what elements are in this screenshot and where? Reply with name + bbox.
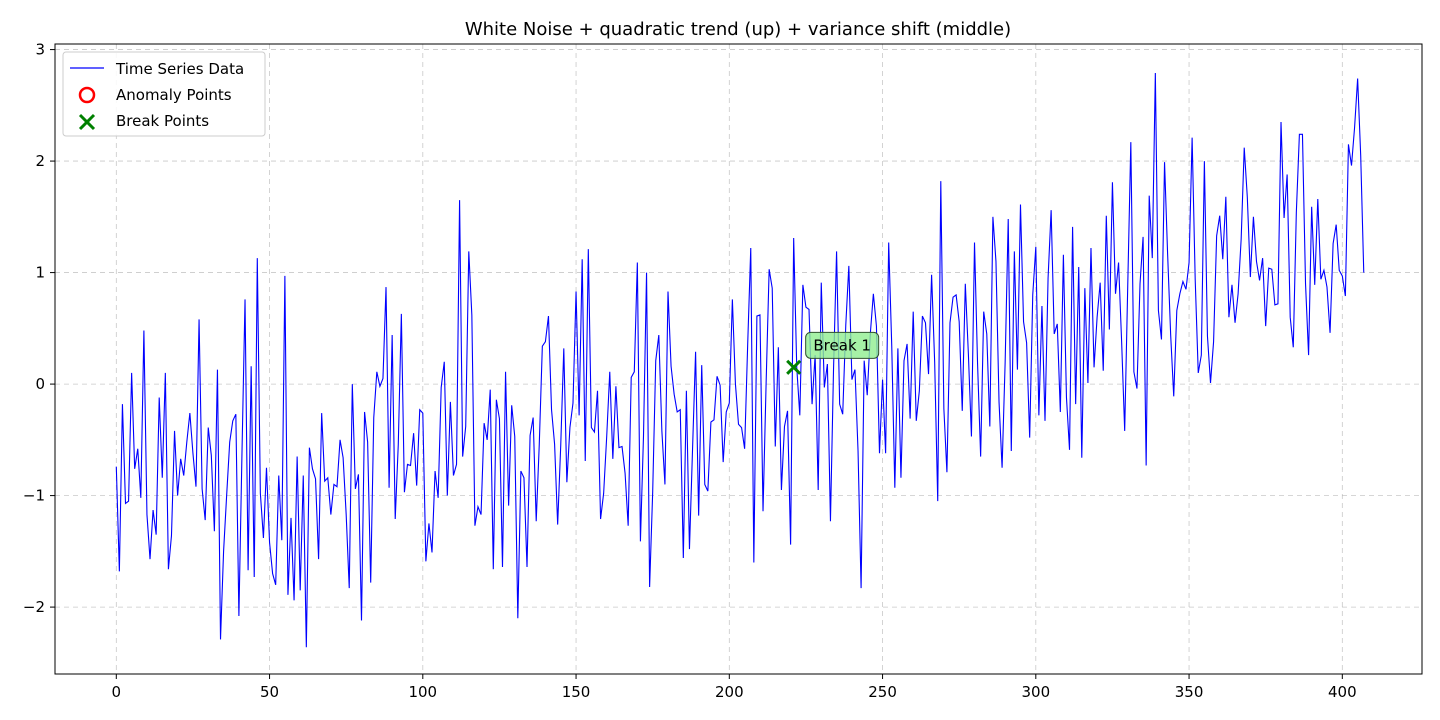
break-point-marker [786,359,802,375]
x-tick-label: 300 [1021,683,1050,701]
x-tick-label: 250 [868,683,897,701]
x-tick-label: 350 [1175,683,1204,701]
chart-title: White Noise + quadratic trend (up) + var… [465,19,1011,40]
y-tick-label: −2 [23,598,45,616]
x-tick-label: 400 [1328,683,1357,701]
legend-label-break: Break Points [116,112,209,130]
y-tick-label: 3 [35,41,45,59]
y-tick-label: 0 [35,375,45,393]
axes: 0 50 100 150 200 250 300 350 400 −2 −1 0 1 2 3 [23,41,1357,701]
y-tick-label: 1 [35,264,45,282]
x-tick-label: 0 [112,683,122,701]
x-tick-label: 150 [562,683,591,701]
x-tick-label: 100 [408,683,437,701]
legend-anomaly-marker [78,86,96,104]
legend-label-anomaly: Anomaly Points [116,86,232,104]
x-tick-label: 50 [260,683,279,701]
legend-box [62,51,266,137]
series-line [115,72,1365,648]
break-label-box [805,331,880,359]
x-tick-label: 200 [715,683,744,701]
legend: Time Series Data Anomaly Points Break Po… [62,51,266,137]
series-layer [115,72,1365,648]
legend-break-marker [78,113,96,131]
legend-label-series: Time Series Data [115,60,244,78]
y-tick-label: −1 [23,487,45,505]
break-points-layer: Break 1 [786,331,880,375]
y-tick-label: 2 [35,152,45,170]
plot-frame [54,43,1423,675]
break-label: Break 1 [813,336,871,354]
